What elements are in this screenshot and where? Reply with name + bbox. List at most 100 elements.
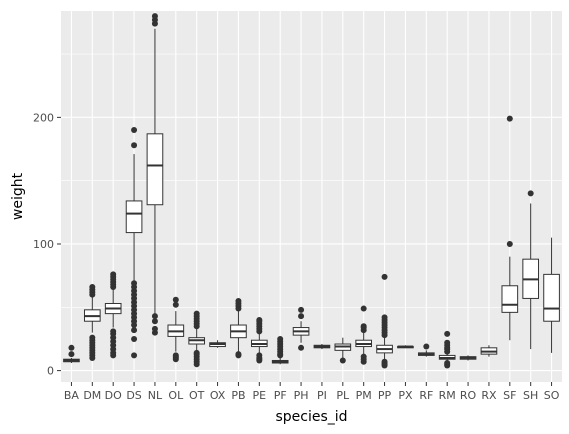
- outlier-point: [506, 115, 513, 122]
- x-tick-label-nl: NL: [148, 389, 163, 402]
- outlier-point: [277, 335, 284, 342]
- outlier-point: [423, 343, 430, 350]
- x-tick-label-px: PX: [398, 389, 413, 402]
- box-pe: [250, 316, 268, 364]
- box-rx: [480, 345, 498, 357]
- x-tick-label-pe: PE: [253, 389, 267, 402]
- x-tick-label-sf: SF: [503, 389, 516, 402]
- outlier-point: [298, 344, 305, 351]
- x-tick-label-pi: PI: [317, 389, 327, 402]
- x-tick-label-ox: OX: [210, 389, 226, 402]
- box-rf: [417, 343, 435, 357]
- outlier-point: [68, 351, 75, 358]
- outlier-point: [131, 335, 138, 342]
- box-nl: [146, 13, 164, 336]
- x-tick-label-rm: RM: [439, 389, 456, 402]
- outlier-point: [131, 280, 138, 287]
- box-ox: [209, 340, 226, 348]
- outlier-point: [172, 296, 179, 303]
- box-pf: [271, 335, 289, 365]
- box-ot: [188, 310, 206, 368]
- outlier-point: [381, 314, 388, 321]
- panel-background: [61, 11, 562, 382]
- outlier-point: [298, 306, 305, 313]
- x-tick-label-pm: PM: [356, 389, 372, 402]
- outlier-point: [131, 127, 138, 134]
- x-tick-label-dm: DM: [83, 389, 101, 402]
- box-dm: [83, 284, 101, 361]
- box-ol: [167, 296, 185, 363]
- x-tick-label-ds: DS: [126, 389, 141, 402]
- box-ph: [292, 306, 310, 351]
- outlier-point: [527, 190, 534, 197]
- outlier-point: [235, 297, 242, 304]
- iqr-box: [501, 285, 519, 313]
- y-tick-label: 200: [33, 111, 54, 124]
- outlier-point: [381, 358, 388, 365]
- x-tick-label-rf: RF: [419, 389, 433, 402]
- outlier-point: [151, 313, 158, 320]
- outlier-point: [89, 334, 96, 341]
- outlier-point: [131, 352, 138, 359]
- outlier-point: [360, 305, 367, 312]
- iqr-box: [125, 200, 143, 234]
- x-axis-ticks: BA DM DO DS NL OL OT OX PB PE PF PH PI PL PM PP PX RF RM RO…: [64, 382, 560, 402]
- x-tick-label-pp: PP: [378, 389, 392, 402]
- outlier-point: [360, 353, 367, 360]
- x-tick-label-sh: SH: [523, 389, 538, 402]
- x-tick-label-rx: RX: [481, 389, 497, 402]
- outlier-point: [131, 327, 138, 334]
- outlier-point: [444, 360, 451, 367]
- x-tick-label-ba: BA: [64, 389, 80, 402]
- y-tick-label: 100: [33, 238, 54, 251]
- iqr-box: [543, 273, 560, 322]
- iqr-box: [146, 133, 164, 206]
- x-tick-label-ph: PH: [294, 389, 309, 402]
- x-tick-label-so: SO: [544, 389, 560, 402]
- box-series: [63, 13, 560, 369]
- outlier-point: [193, 310, 200, 317]
- x-tick-label-pb: PB: [231, 389, 245, 402]
- outlier-point: [131, 142, 138, 149]
- box-ba: [63, 344, 80, 364]
- x-tick-label-ot: OT: [189, 389, 205, 402]
- box-sh: [522, 190, 540, 350]
- y-tick-label: 0: [47, 365, 54, 378]
- box-pl: [334, 337, 352, 364]
- x-tick-label-pl: PL: [336, 389, 350, 402]
- x-axis-title: species_id: [275, 409, 347, 425]
- outlier-point: [256, 352, 263, 359]
- x-tick-label-pf: PF: [274, 389, 287, 402]
- outlier-point: [256, 316, 263, 323]
- box-pm: [355, 305, 373, 365]
- outlier-point: [151, 318, 158, 325]
- outlier-point: [151, 325, 158, 332]
- outlier-point: [444, 339, 451, 346]
- x-tick-label-ol: OL: [168, 389, 184, 402]
- y-axis-title: weight: [10, 172, 26, 220]
- outlier-point: [339, 357, 346, 364]
- box-pi: [313, 344, 331, 350]
- box-ro: [459, 355, 477, 361]
- outlier-point: [444, 330, 451, 337]
- box-so: [543, 237, 560, 353]
- box-pp: [376, 273, 393, 369]
- outlier-point: [172, 352, 179, 359]
- outlier-point: [193, 349, 200, 356]
- box-pb: [230, 297, 247, 359]
- outlier-point: [381, 273, 388, 280]
- box-rm: [438, 330, 456, 369]
- box-sf: [501, 115, 519, 341]
- outlier-point: [89, 284, 96, 291]
- x-tick-label-do: DO: [105, 389, 122, 402]
- box-px: [397, 345, 414, 349]
- outlier-point: [360, 323, 367, 330]
- outlier-point: [68, 344, 75, 351]
- outlier-point: [172, 301, 179, 308]
- outlier-point: [151, 13, 158, 20]
- outlier-point: [110, 328, 117, 335]
- x-tick-label-ro: RO: [460, 389, 477, 402]
- y-axis-ticks: 0 100 200: [33, 111, 61, 378]
- outlier-point: [235, 351, 242, 358]
